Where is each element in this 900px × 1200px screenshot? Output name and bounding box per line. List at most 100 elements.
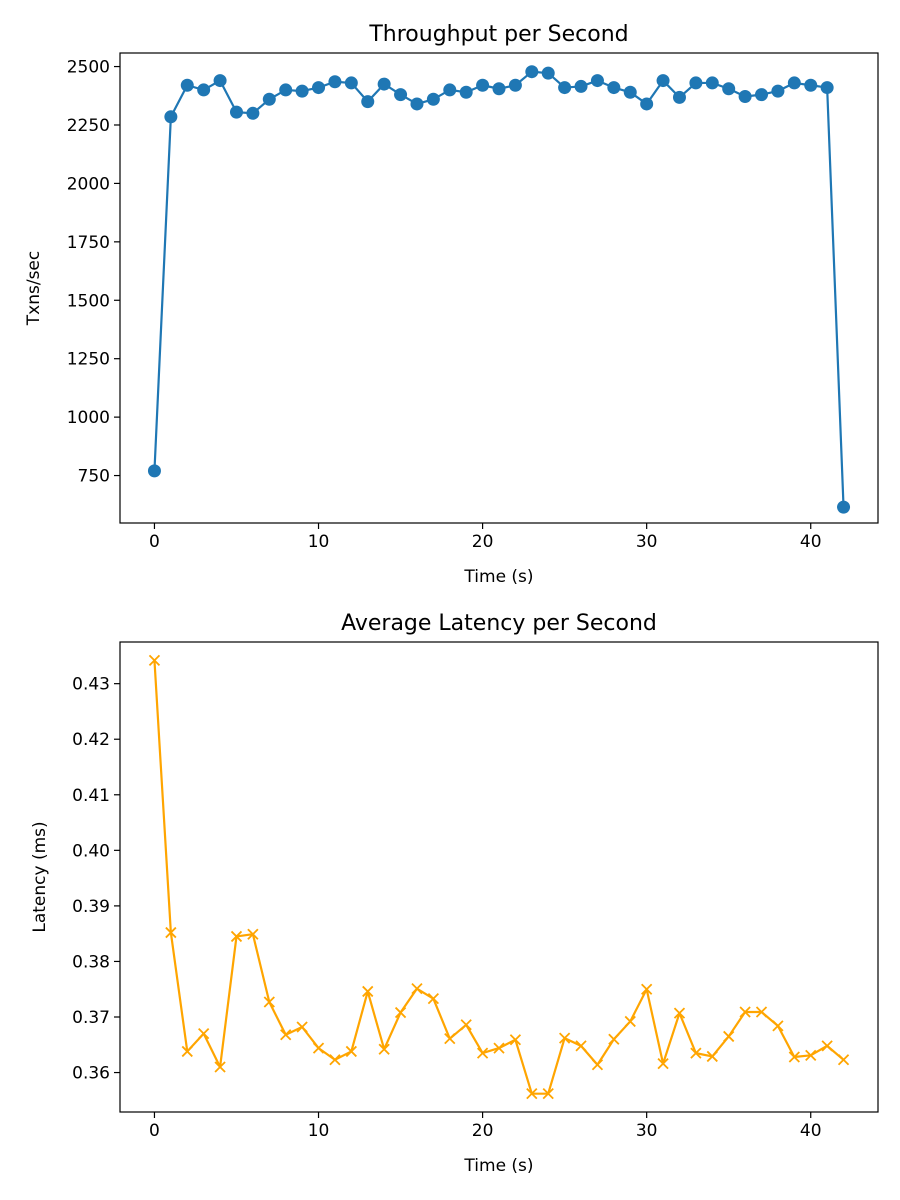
data-point	[755, 88, 769, 102]
data-point-stroke	[296, 1021, 308, 1033]
data-point-stroke	[591, 1059, 604, 1071]
x-tick-label: 10	[308, 1121, 330, 1141]
data-point	[378, 1043, 390, 1055]
plot-frame	[119, 52, 879, 524]
data-point-stroke	[575, 1040, 587, 1052]
data-point-stroke	[165, 926, 177, 939]
data-point	[805, 1049, 817, 1061]
data-point-stroke	[214, 1061, 226, 1073]
data-point-stroke	[476, 1047, 489, 1059]
data-point	[411, 983, 423, 995]
data-point	[723, 1030, 735, 1043]
data-point-stroke	[608, 1033, 620, 1045]
data-point	[460, 1019, 472, 1031]
data-point-stroke	[723, 1030, 735, 1043]
x-tick-label: 0	[149, 532, 160, 552]
data-point	[656, 74, 670, 88]
data-point	[755, 1006, 768, 1018]
data-point	[640, 97, 654, 111]
data-point-stroke	[509, 1034, 522, 1046]
data-point-stroke	[821, 1040, 833, 1052]
data-point	[214, 1061, 226, 1073]
data-point	[608, 1033, 620, 1045]
data-point-stroke	[230, 930, 243, 943]
data-point	[607, 81, 621, 95]
x-tick-label: 40	[800, 532, 822, 552]
data-point-stroke	[493, 1042, 505, 1054]
data-point	[312, 1042, 325, 1054]
chart-2: Average Latency per Second 0 10 20 30 40 0.36 0…	[30, 611, 879, 1176]
data-point	[180, 78, 194, 92]
data-point-stroke	[542, 1088, 554, 1100]
x-tick-label: 40	[800, 1121, 822, 1141]
data-point	[673, 1007, 686, 1019]
data-point	[706, 1050, 718, 1063]
data-point	[165, 926, 177, 939]
data-point-stroke	[526, 1088, 538, 1100]
data-point	[492, 82, 506, 96]
data-point	[344, 76, 358, 90]
data-point	[591, 1059, 604, 1071]
data-point	[147, 464, 161, 478]
data-point-stroke	[148, 654, 161, 666]
data-point	[558, 81, 572, 95]
y-tick-label: 0.37	[72, 1008, 110, 1028]
data-point	[148, 654, 161, 666]
y-tick-label: 750	[78, 467, 110, 487]
series-line	[153, 660, 845, 1095]
data-point-stroke	[558, 1032, 571, 1044]
y-tick-label: 0.41	[72, 786, 110, 806]
x-tick-label: 0	[149, 1121, 160, 1141]
data-point	[280, 1029, 292, 1041]
data-point	[426, 92, 440, 106]
data-point	[312, 81, 326, 95]
data-point	[624, 1015, 636, 1028]
y-axis-label: Txns/sec	[24, 251, 44, 326]
data-point	[739, 1006, 751, 1018]
data-point	[804, 78, 818, 92]
data-point	[690, 1047, 702, 1059]
data-point	[738, 89, 752, 103]
data-point	[247, 928, 259, 940]
data-point-stroke	[788, 1051, 800, 1063]
y-tick-label: 1500	[67, 291, 110, 311]
x-tick-label: 20	[472, 1121, 494, 1141]
data-point-stroke	[673, 1007, 686, 1019]
data-point	[705, 76, 719, 90]
data-point	[820, 81, 834, 95]
data-point	[476, 78, 490, 92]
data-point-stroke	[362, 985, 374, 998]
data-point-stroke	[837, 1054, 850, 1066]
chart-title: Average Latency per Second	[341, 611, 657, 636]
data-point-stroke	[247, 928, 259, 940]
data-point	[262, 92, 276, 106]
data-point	[837, 500, 851, 514]
data-point	[542, 1088, 554, 1100]
data-point	[623, 85, 637, 99]
data-point	[181, 1045, 193, 1058]
data-point	[213, 74, 227, 88]
data-point	[362, 985, 374, 998]
data-point	[787, 76, 801, 90]
chart-title: Throughput per Second	[368, 22, 628, 47]
data-point	[575, 1040, 587, 1052]
y-tick-label: 0.39	[72, 897, 110, 917]
data-point-stroke	[312, 1042, 325, 1054]
data-point-stroke	[772, 1020, 784, 1032]
data-point	[328, 75, 342, 89]
data-point	[526, 1088, 538, 1100]
y-axis-label: Latency (ms)	[30, 821, 50, 932]
data-point	[508, 78, 522, 92]
data-point	[558, 1032, 571, 1044]
y-tick-label: 0.38	[72, 952, 110, 972]
data-point	[377, 77, 391, 91]
data-point	[444, 1033, 456, 1045]
x-tick-label: 30	[636, 532, 658, 552]
data-point	[345, 1045, 357, 1058]
data-point	[509, 1034, 522, 1046]
data-point	[198, 1028, 210, 1040]
data-point-stroke	[394, 1006, 407, 1019]
data-point-stroke	[739, 1006, 751, 1018]
data-point	[541, 66, 555, 80]
